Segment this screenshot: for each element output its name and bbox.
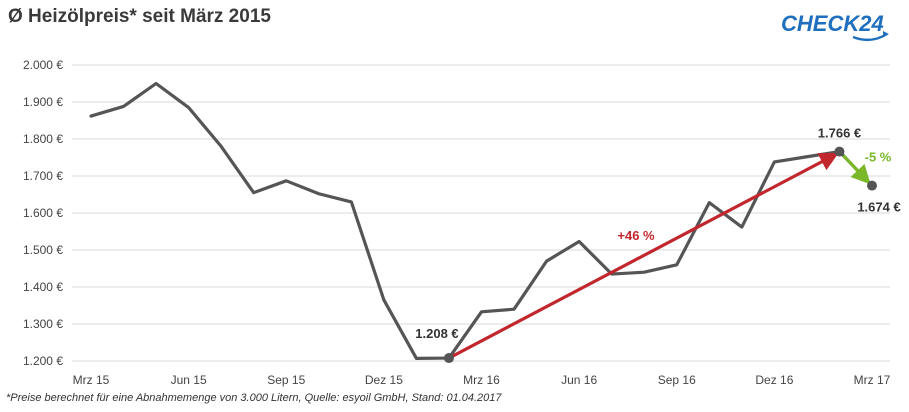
x-tick-label: Jun 16 [561, 373, 597, 387]
x-tick-label: Mrz 17 [854, 373, 891, 387]
x-axis-ticks: Mrz 15 Jun 15 Sep 15 Dez 15 Mrz 16 Jun 16 Sep … [73, 373, 891, 387]
y-tick-label: 2.000 € [23, 58, 63, 72]
increase-arrow [448, 152, 839, 360]
x-tick-label: Mrz 16 [463, 373, 500, 387]
y-tick-label: 1.900 € [23, 95, 63, 109]
series-line [89, 81, 874, 361]
y-tick-label: 1.600 € [23, 206, 63, 220]
x-tick-label: Jun 15 [171, 373, 207, 387]
highlight-point [834, 146, 845, 157]
logo-text: CHECK24 [781, 11, 884, 36]
chart-title: Ø Heizölpreis* seit März 2015 [8, 6, 271, 27]
y-tick-label: 1.200 € [23, 354, 63, 368]
x-tick-label: Sep 16 [658, 373, 696, 387]
y-tick-label: 1.300 € [23, 317, 63, 331]
check24-logo: CHECK24 [775, 4, 895, 44]
x-tick-label: Dez 15 [365, 373, 403, 387]
x-tick-label: Dez 16 [755, 373, 793, 387]
y-tick-label: 1.400 € [23, 280, 63, 294]
price-series [89, 81, 874, 361]
x-tick-label: Sep 15 [267, 373, 305, 387]
highlight-point [867, 180, 877, 191]
annotations: 1.208 € 1.766 € 1.674 € +46 % -5 % [415, 126, 900, 341]
y-tick-label: 1.800 € [23, 132, 63, 146]
highlight-markers [443, 146, 877, 364]
highlight-point [443, 353, 454, 364]
annotation-label: -5 % [865, 150, 892, 165]
annotation-label: 1.766 € [818, 126, 861, 141]
y-tick-label: 1.700 € [23, 169, 63, 183]
footnote: *Preise berechnet für eine Abnahmemenge … [6, 392, 502, 404]
grid-lines [72, 64, 890, 362]
change-arrows [448, 152, 871, 360]
annotation-label: 1.674 € [857, 200, 900, 215]
annotation-label: +46 % [617, 228, 655, 243]
y-axis-ticks: 2.000 € 1.900 € 1.800 € 1.700 € 1.600 € 1.500… [23, 58, 63, 368]
decrease-arrow [842, 154, 871, 185]
annotation-label: 1.208 € [415, 326, 458, 341]
x-tick-label: Mrz 15 [73, 373, 110, 387]
y-tick-label: 1.500 € [23, 243, 63, 257]
